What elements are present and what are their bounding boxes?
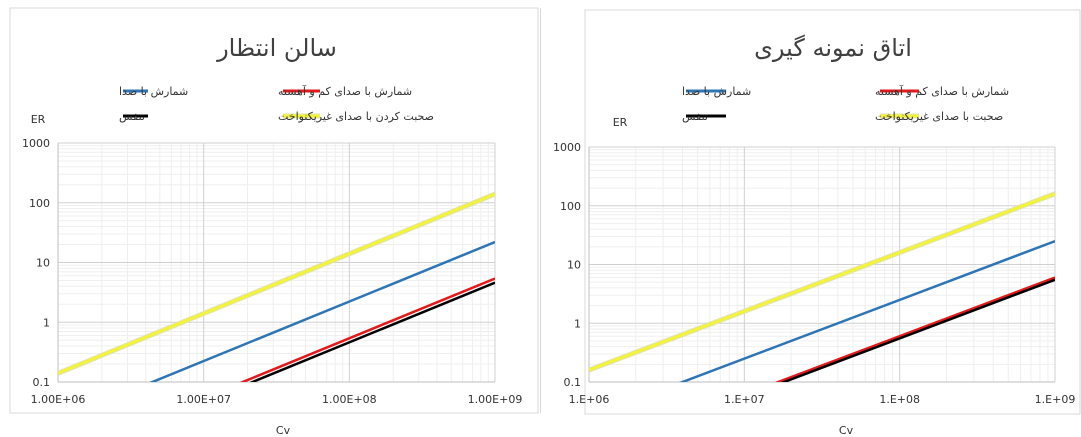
y-tick-label: 10 [36,257,50,270]
series-line [589,192,1055,372]
legend-label: شمارش با صدای کم و آهسته [278,84,412,98]
chart-sampling-room: 1.E+06 1.E+07 1.E+08 1.E+09 0.1 1 10 100 1000 اتا… [553,9,1081,437]
chart-divider [540,8,541,413]
series-line [678,239,1055,382]
x-tick-label: 1.00E+08 [322,393,377,406]
y-tick-label: 1 [574,317,581,330]
series-line [58,192,495,375]
grid [588,146,1056,383]
x-tick-label: 1.00E+07 [176,393,231,406]
series-line [781,278,1055,382]
x-tick-label: 1.E+08 [879,393,920,406]
series-line [149,240,495,382]
legend-label: صحبت کردن با صدای غیریکنواخت [278,110,434,123]
chart-panel-waiting-room: 1.00E+06 1.00E+07 1.00E+08 1.00E+09 0.1 1 10 10… [0,0,540,437]
y-axis-title: ER [613,116,628,129]
y-tick-label: 100 [560,200,581,213]
chart-frame [9,7,539,414]
legend-label: تنفس [119,110,145,123]
series-group [589,191,1055,382]
x-tick-label: 1.E+06 [569,393,610,406]
y-tick-label: 1000 [22,137,50,150]
x-tick-label: 1.00E+06 [31,393,86,406]
legend-label: شمارش با صدا [682,85,751,98]
series-group [58,191,495,382]
chart-waiting-room: 1.00E+06 1.00E+07 1.00E+08 1.00E+09 0.1 1 10 10… [9,7,539,437]
x-tick-label: 1.00E+09 [468,393,523,406]
series-line [240,277,495,382]
x-axis-title: Cv [276,424,291,437]
chart-title: سالن انتظار [216,34,337,62]
y-axis-title: ER [31,113,46,126]
y-tick-label: 0.1 [33,376,51,389]
legend-label: تنفس [682,110,708,123]
chart-frame [584,9,1081,415]
chart-panel-sampling-room: 1.E+06 1.E+07 1.E+08 1.E+09 0.1 1 10 100 1000 اتا… [541,0,1081,437]
chart-title: اتاق نمونه گیری [754,34,912,62]
legend-label: شمارش با صدا [119,85,188,98]
y-tick-label: 10 [567,259,581,272]
y-tick-label: 100 [29,197,50,210]
legend-label: صحبت با صدای غیریکنواخت [875,110,1003,123]
y-tick-label: 1 [43,316,50,329]
legend-label: شمارش با صدای کم و آهسته [875,84,1009,98]
x-tick-label: 1.E+09 [1035,393,1076,406]
y-tick-label: 1000 [553,141,581,154]
x-tick-label: 1.E+07 [724,393,765,406]
series-line [775,276,1055,382]
y-tick-label: 0.1 [564,376,582,389]
x-axis-title: Cv [839,424,854,437]
series-line [250,281,495,382]
